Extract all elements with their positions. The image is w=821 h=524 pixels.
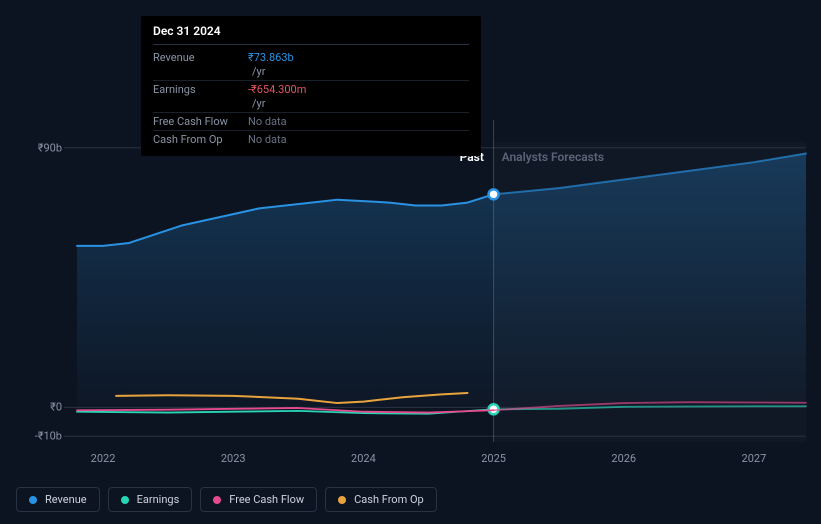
chart-svg (16, 120, 806, 460)
legend-item-earnings[interactable]: Earnings (108, 487, 193, 512)
region-label-forecast: Analysts Forecasts (502, 150, 604, 164)
x-axis-label: 2022 (91, 452, 116, 465)
legend-dot-icon (29, 496, 37, 504)
legend-item-label: Revenue (45, 493, 87, 506)
y-axis-label: ₹0 (50, 401, 62, 414)
tooltip-row-label: Earnings (153, 83, 248, 110)
tooltip-row: Free Cash FlowNo data (153, 113, 469, 131)
tooltip-row-label: Cash From Op (153, 133, 248, 146)
legend-item-cfo[interactable]: Cash From Op (325, 487, 437, 512)
tooltip-row-unit: /yr (252, 65, 265, 78)
y-axis-label: ₹90b (38, 141, 62, 154)
x-axis-label: 2027 (742, 452, 767, 465)
tooltip-title: Dec 31 2024 (153, 24, 469, 45)
chart-tooltip: Dec 31 2024 Revenue₹73.863b/yrEarnings-₹… (141, 16, 481, 156)
financials-chart[interactable]: ₹90b ₹0 -₹10b (16, 120, 806, 460)
x-axis-labels: 2022 2023 2024 2025 2026 2027 (16, 452, 806, 472)
legend-item-fcf[interactable]: Free Cash Flow (200, 487, 317, 512)
legend-dot-icon (121, 496, 129, 504)
tooltip-row: Revenue₹73.863b/yr (153, 49, 469, 81)
legend-dot-icon (213, 496, 221, 504)
x-axis-label: 2024 (351, 452, 376, 465)
x-axis-label: 2026 (611, 452, 636, 465)
x-axis-label: 2023 (221, 452, 246, 465)
legend-item-label: Earnings (137, 493, 180, 506)
tooltip-row-label: Free Cash Flow (153, 115, 248, 128)
y-axis-label: -₹10b (35, 430, 62, 443)
series-marker-revenue (489, 189, 499, 199)
tooltip-row-value: -₹654.300m (248, 83, 306, 96)
x-axis-label: 2025 (481, 452, 506, 465)
tooltip-row-unit: /yr (252, 97, 265, 110)
legend-item-label: Cash From Op (354, 493, 424, 506)
tooltip-row-value: ₹73.863b (248, 51, 294, 64)
tooltip-row: Cash From OpNo data (153, 131, 469, 148)
tooltip-rows: Revenue₹73.863b/yrEarnings-₹654.300m/yrF… (153, 49, 469, 148)
chart-legend: Revenue Earnings Free Cash Flow Cash From O… (16, 487, 437, 512)
series-area-revenue (77, 154, 806, 408)
tooltip-row-value: No data (248, 133, 287, 146)
legend-item-revenue[interactable]: Revenue (16, 487, 100, 512)
tooltip-row-label: Revenue (153, 51, 248, 78)
legend-item-label: Free Cash Flow (229, 493, 304, 506)
tooltip-row: Earnings-₹654.300m/yr (153, 81, 469, 113)
legend-dot-icon (338, 496, 346, 504)
tooltip-row-value: No data (248, 115, 287, 128)
